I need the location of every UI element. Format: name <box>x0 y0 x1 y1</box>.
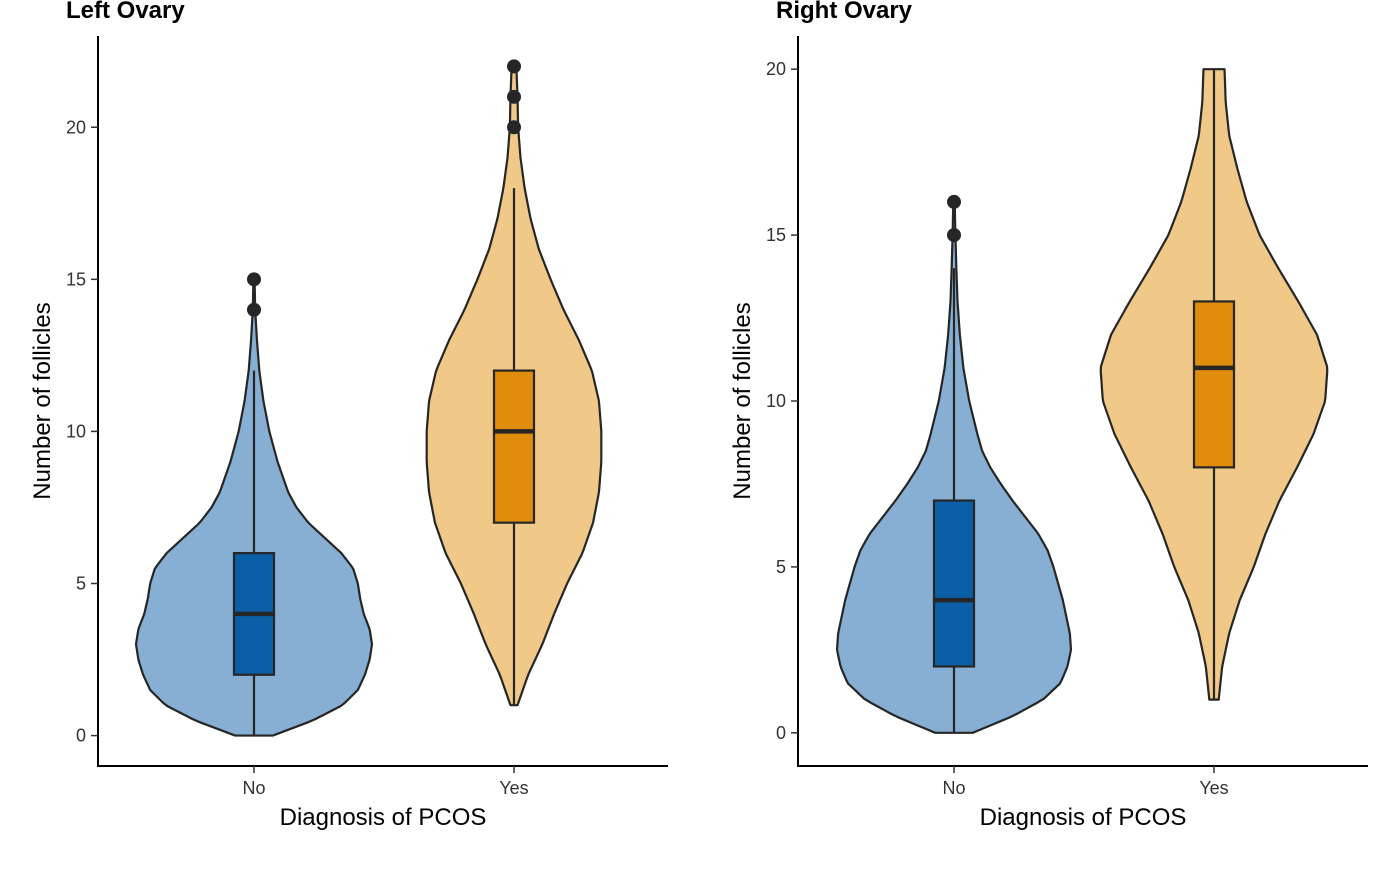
y-tick-label: 20 <box>766 59 786 79</box>
box-yes <box>1192 300 1236 469</box>
y-axis-title: Number of follicles <box>729 302 756 499</box>
outlier-point <box>507 120 521 135</box>
chart-panel-1: Left Ovary 0 5 10 15 20 No Yes Diagnosis of PCOS… <box>29 0 668 831</box>
panel-title: Left Ovary <box>66 0 185 24</box>
outlier-point <box>507 89 521 104</box>
panel-title: Right Ovary <box>776 0 913 24</box>
y-tick-label: 0 <box>776 723 786 743</box>
x-tick-label: Yes <box>1199 778 1228 798</box>
outlier-point <box>507 59 521 74</box>
x-tick-label: Yes <box>499 778 528 798</box>
outlier-point <box>247 302 261 317</box>
y-axis-title: Number of follicles <box>29 302 56 499</box>
chart-panel-2: Right Ovary 0 5 10 15 20 No Yes Diagnosis of PCO… <box>729 0 1368 831</box>
y-tick-label: 15 <box>766 225 786 245</box>
y-tick-label: 5 <box>776 557 786 577</box>
y-tick-label: 15 <box>66 269 86 289</box>
y-tick-label: 0 <box>76 726 86 746</box>
y-tick-label: 5 <box>76 574 86 594</box>
y-tick-label: 10 <box>766 391 786 411</box>
x-axis-title: Diagnosis of PCOS <box>980 804 1187 831</box>
box-no <box>932 499 976 668</box>
y-tick-label: 10 <box>66 421 86 441</box>
outlier-point <box>947 194 961 209</box>
x-tick-label: No <box>242 778 265 798</box>
outlier-point <box>247 272 261 287</box>
x-axis-title: Diagnosis of PCOS <box>280 804 487 831</box>
y-tick-label: 20 <box>66 117 86 137</box>
outlier-point <box>947 228 961 243</box>
x-tick-label: No <box>942 778 965 798</box>
box-yes <box>492 369 536 524</box>
